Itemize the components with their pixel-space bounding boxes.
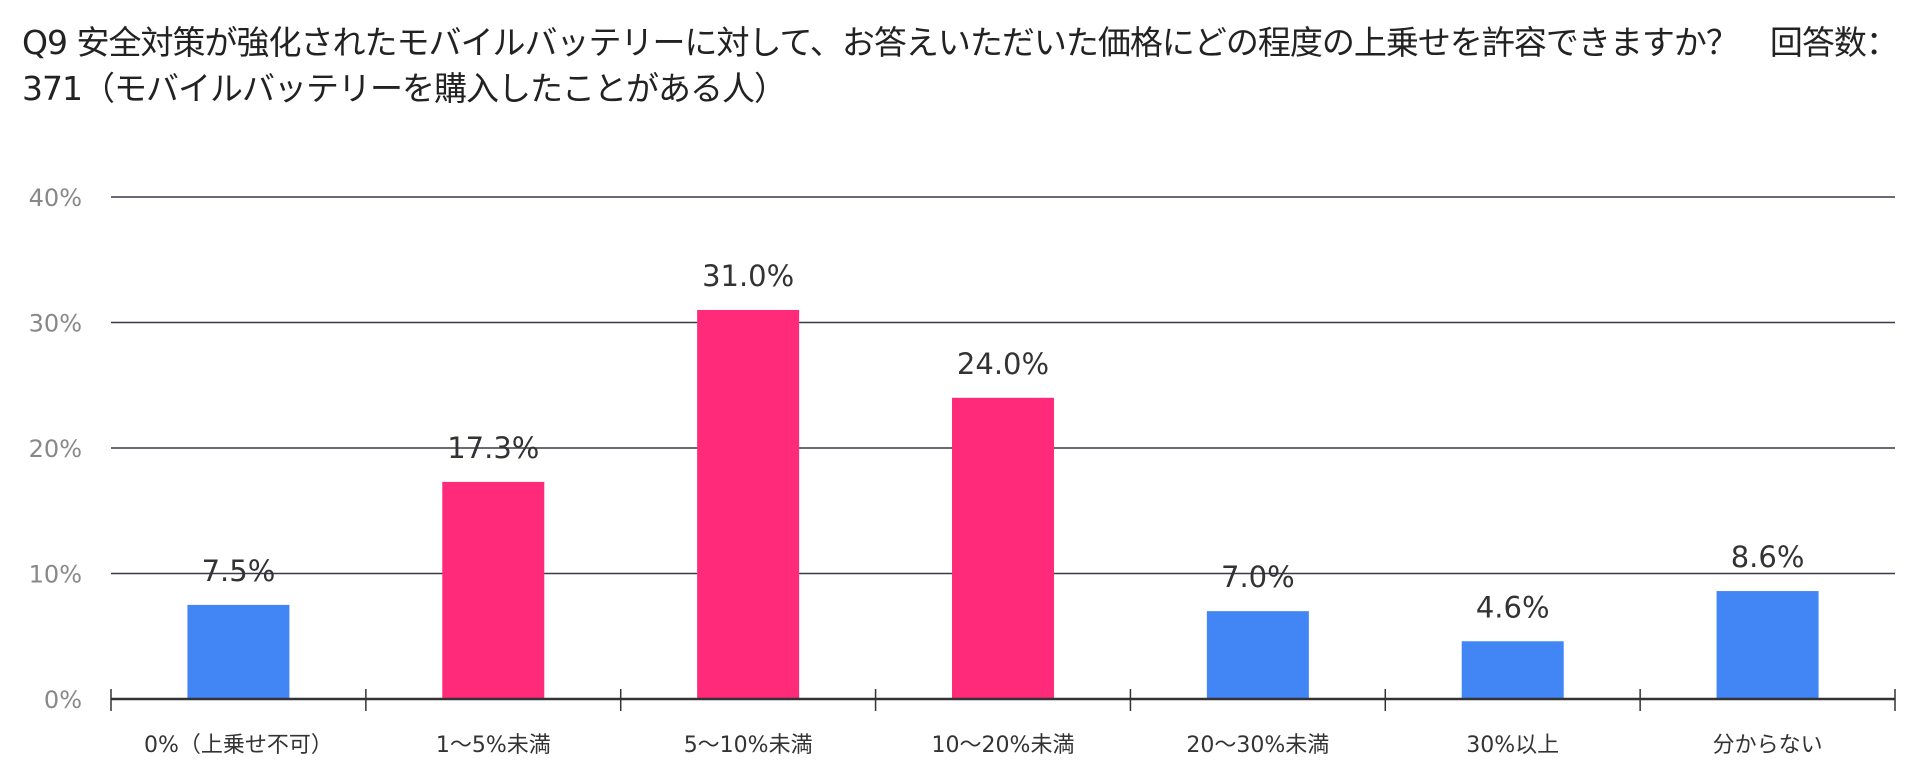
bar (1716, 591, 1819, 699)
x-tick-label: 0%（上乗せ不可） (144, 733, 333, 758)
x-tick-label: 1～5%未満 (436, 733, 551, 758)
y-tick-label: 10% (29, 561, 82, 589)
y-tick-label: 0% (44, 686, 82, 714)
y-tick-label: 20% (29, 435, 82, 463)
data-label: 8.6% (1731, 540, 1805, 574)
data-label: 7.5% (202, 554, 276, 588)
bar (187, 604, 290, 699)
x-tick-label: 20～30%未満 (1186, 733, 1329, 758)
bar (1461, 641, 1564, 699)
data-label: 31.0% (702, 259, 794, 293)
x-tick-label: 5～10%未満 (684, 733, 813, 758)
bar (697, 309, 800, 699)
data-label: 7.0% (1221, 560, 1295, 594)
y-tick-label: 30% (29, 310, 82, 338)
data-label: 24.0% (957, 347, 1049, 381)
data-label: 4.6% (1476, 590, 1550, 624)
bar (442, 481, 545, 699)
bar (952, 397, 1054, 699)
x-tick-label: 30%以上 (1466, 733, 1559, 758)
chart-title: Q9 安全対策が強化されたモバイルバッテリーに対して、お答えいただいた価格にどの… (22, 23, 1899, 108)
bar (1206, 611, 1309, 699)
data-label: 17.3% (447, 431, 539, 465)
x-tick-label: 分からない (1713, 733, 1823, 758)
y-tick-label: 40% (29, 184, 82, 212)
x-tick-label: 10～20%未満 (932, 733, 1075, 758)
